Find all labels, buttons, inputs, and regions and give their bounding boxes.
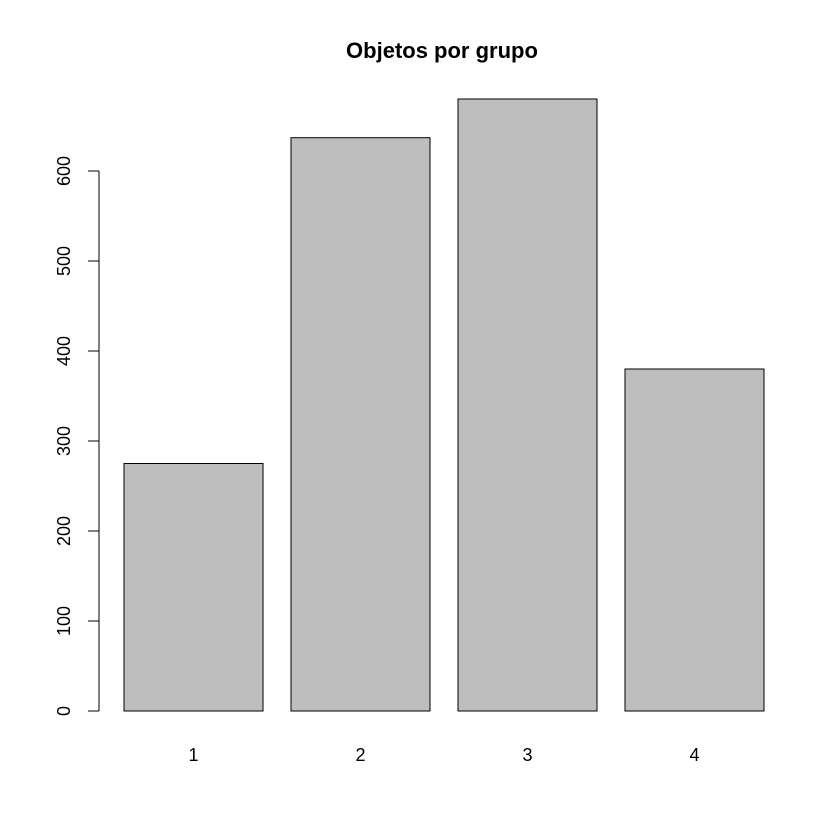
y-axis: 0 100 200 300 400 500 600 [54, 156, 100, 716]
x-tick-label: 4 [689, 745, 699, 765]
bars [123, 98, 765, 712]
bar-4 [624, 368, 765, 712]
bar-2 [290, 137, 431, 712]
y-tick-label: 400 [54, 336, 74, 366]
y-tick-label: 600 [54, 156, 74, 186]
bar-3 [457, 98, 598, 712]
x-axis-labels: 1 2 3 4 [188, 745, 699, 765]
x-tick-label: 2 [355, 745, 365, 765]
y-tick-label: 0 [54, 706, 74, 716]
y-tick-label: 500 [54, 246, 74, 276]
y-tick-label: 200 [54, 516, 74, 546]
bar-1 [123, 463, 264, 712]
y-tick-label: 100 [54, 606, 74, 636]
x-tick-label: 3 [522, 745, 532, 765]
y-tick-label: 300 [54, 426, 74, 456]
chart-title: Objetos por grupo [346, 38, 538, 63]
x-tick-label: 1 [188, 745, 198, 765]
